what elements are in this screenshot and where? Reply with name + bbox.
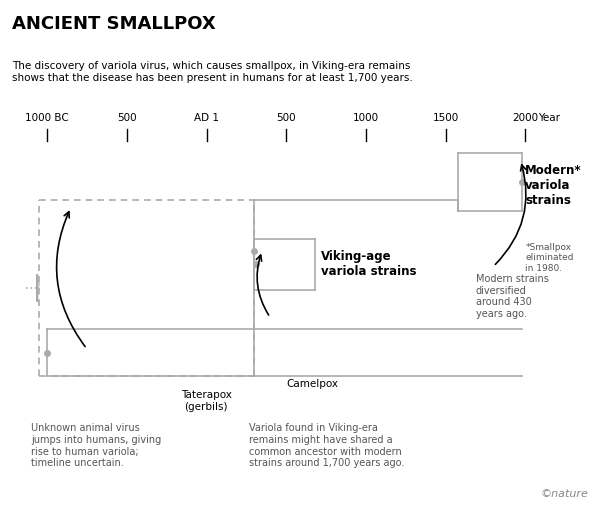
Text: The discovery of variola virus, which causes smallpox, in Viking-era remains
sho: The discovery of variola virus, which ca… (12, 61, 413, 82)
Text: Taterapox
(gerbils): Taterapox (gerbils) (181, 390, 232, 412)
Text: 500: 500 (117, 113, 136, 123)
Text: Modern*
variola
strains: Modern* variola strains (525, 164, 582, 207)
Text: Unknown animal virus
jumps into humans, giving
rise to human variola;
timeline u: Unknown animal virus jumps into humans, … (31, 423, 161, 468)
Text: Modern strains
diversified
around 430
years ago.: Modern strains diversified around 430 ye… (476, 274, 549, 319)
Text: ?: ? (35, 284, 40, 293)
Text: Viking-age
variola strains: Viking-age variola strains (321, 250, 416, 278)
Text: 1000 BC: 1000 BC (25, 113, 69, 123)
Text: AD 1: AD 1 (194, 113, 219, 123)
Text: ©nature: ©nature (540, 489, 588, 499)
Text: 1500: 1500 (433, 113, 458, 123)
Text: Variola found in Viking-era
remains might have shared a
common ancestor with mod: Variola found in Viking-era remains migh… (250, 423, 405, 468)
Text: 1000: 1000 (353, 113, 379, 123)
Text: 2000: 2000 (512, 113, 538, 123)
Text: Year: Year (538, 113, 560, 123)
Text: Camelpox: Camelpox (286, 379, 338, 389)
Text: 500: 500 (276, 113, 296, 123)
Text: ANCIENT SMALLPOX: ANCIENT SMALLPOX (12, 15, 216, 33)
Text: *Smallpox
eliminated
in 1980.: *Smallpox eliminated in 1980. (525, 243, 574, 273)
